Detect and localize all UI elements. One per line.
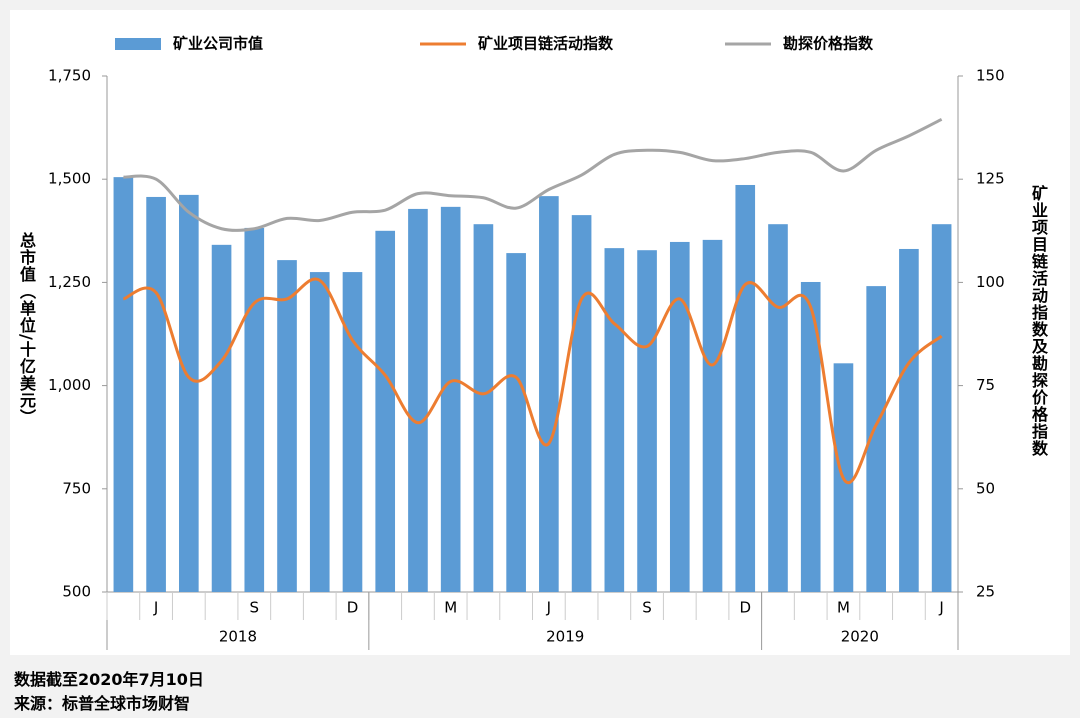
y-tick-label: 1,500 (48, 170, 91, 188)
y-tick-label: 1,750 (48, 67, 91, 85)
bar (768, 224, 788, 593)
legend-label: 勘探价格指数 (783, 35, 874, 53)
y-tick-label: 1,250 (48, 273, 91, 291)
bar (440, 206, 461, 592)
year-label: 2020 (841, 628, 879, 646)
x-tick-label: M (837, 599, 850, 617)
bar (244, 227, 265, 592)
x-tick-label: S (642, 599, 652, 617)
bar (179, 194, 199, 592)
x-tick-label: D (347, 599, 359, 617)
y-axis-title: 总市值（单位/十亿美元） (17, 232, 36, 426)
bar (866, 286, 886, 592)
bar (800, 281, 821, 592)
bar (146, 196, 166, 593)
bar (473, 224, 494, 593)
bar (408, 208, 428, 592)
y2-tick-label: 75 (976, 376, 995, 394)
line (123, 118, 943, 232)
bar (571, 215, 592, 593)
x-tick-label: J (938, 599, 943, 617)
legend-label: 矿业项目链活动指数 (478, 35, 614, 53)
bar (735, 184, 756, 593)
bar (309, 272, 330, 592)
y2-tick-label: 125 (976, 170, 1005, 188)
x-tick-label: D (739, 599, 751, 617)
bar (669, 241, 690, 592)
x-tick-label: J (153, 599, 158, 617)
y-tick-label: 1,000 (48, 376, 91, 394)
bar (342, 272, 363, 592)
y-tick-label: 750 (62, 479, 91, 497)
bar (931, 224, 952, 593)
y2-tick-label: 100 (976, 273, 1005, 291)
note: 来源：标普全球市场财智 (14, 694, 191, 713)
bar (637, 250, 657, 592)
bar (211, 244, 232, 592)
bar (375, 230, 396, 593)
note: 数据截至2020年7月10日 (14, 670, 204, 689)
line (122, 277, 943, 484)
y2-tick-label: 150 (976, 67, 1005, 85)
x-tick-label: S (250, 599, 260, 617)
x-tick-label: M (444, 599, 457, 617)
year-label: 2019 (546, 628, 584, 646)
bar (604, 248, 625, 592)
legend-label: 矿业公司市值 (173, 35, 263, 53)
bar (506, 253, 526, 593)
bar (277, 260, 297, 592)
year-label: 2018 (219, 628, 257, 646)
legend-swatch (115, 38, 161, 50)
bar (113, 177, 134, 593)
y2-tick-label: 50 (976, 479, 995, 497)
y2-tick-label: 25 (976, 583, 995, 601)
x-tick-label: J (546, 599, 551, 617)
bar (702, 239, 723, 593)
y2-axis-title: 矿业项目链活动指数及勘探价格指数 (1029, 185, 1048, 457)
bar (539, 196, 559, 592)
y-tick-label: 500 (62, 583, 91, 601)
bar (899, 248, 919, 592)
chart: 500 750 1,000 1,250 1,500 1,750 25 50 75 100 125 15… (10, 10, 1070, 655)
